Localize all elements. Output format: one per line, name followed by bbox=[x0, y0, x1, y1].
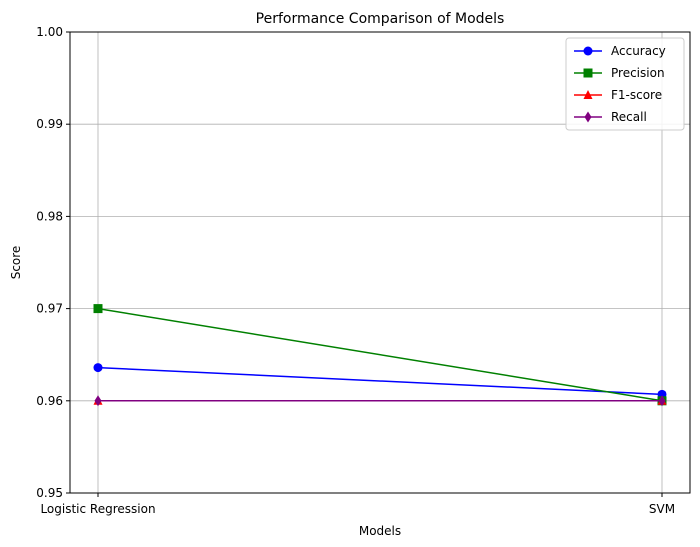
data-point-circle bbox=[93, 363, 103, 373]
ticks-layer: 0.95 0.96 0.97 0.98 0.99 1.00 Logistic Regress… bbox=[36, 25, 675, 516]
legend-marker bbox=[583, 46, 593, 56]
data-point-diamond bbox=[94, 395, 102, 407]
legend-label: F1-score bbox=[611, 88, 662, 102]
legend-label: Recall bbox=[611, 110, 647, 124]
x-tick-label: SVM bbox=[649, 502, 675, 516]
series-layer bbox=[93, 304, 667, 407]
series-recall bbox=[94, 395, 666, 407]
y-tick-label: 0.95 bbox=[36, 486, 63, 500]
y-tick-label: 0.96 bbox=[36, 394, 63, 408]
legend-marker bbox=[583, 68, 593, 78]
y-tick-label: 0.99 bbox=[36, 117, 63, 131]
legend-label: Accuracy bbox=[611, 44, 666, 58]
legend-item: Precision bbox=[574, 66, 665, 80]
legend-marker bbox=[584, 111, 592, 123]
legend-label: Precision bbox=[611, 66, 665, 80]
x-axis-label: Models bbox=[359, 524, 401, 538]
x-tick-label: Logistic Regression bbox=[40, 502, 155, 516]
legend-box bbox=[565, 37, 685, 131]
y-tick-label: 0.98 bbox=[36, 209, 63, 223]
series-line bbox=[97, 307, 663, 402]
legend-item: Accuracy bbox=[574, 44, 666, 58]
y-tick-label: 0.97 bbox=[36, 302, 63, 316]
series-accuracy bbox=[93, 363, 667, 399]
y-axis-label: Score bbox=[9, 246, 23, 280]
data-point-square bbox=[93, 304, 103, 314]
y-tick-label: 1.00 bbox=[36, 25, 63, 39]
legend: Accuracy Precision F1-score Recall bbox=[565, 37, 685, 131]
series-line bbox=[97, 366, 663, 396]
legend-item: Recall bbox=[574, 110, 647, 124]
chart-title: Performance Comparison of Models bbox=[256, 11, 505, 27]
data-point-diamond bbox=[658, 395, 666, 407]
legend-item: F1-score bbox=[574, 88, 662, 102]
legend-marker bbox=[583, 90, 593, 99]
plot-frame bbox=[69, 31, 691, 494]
